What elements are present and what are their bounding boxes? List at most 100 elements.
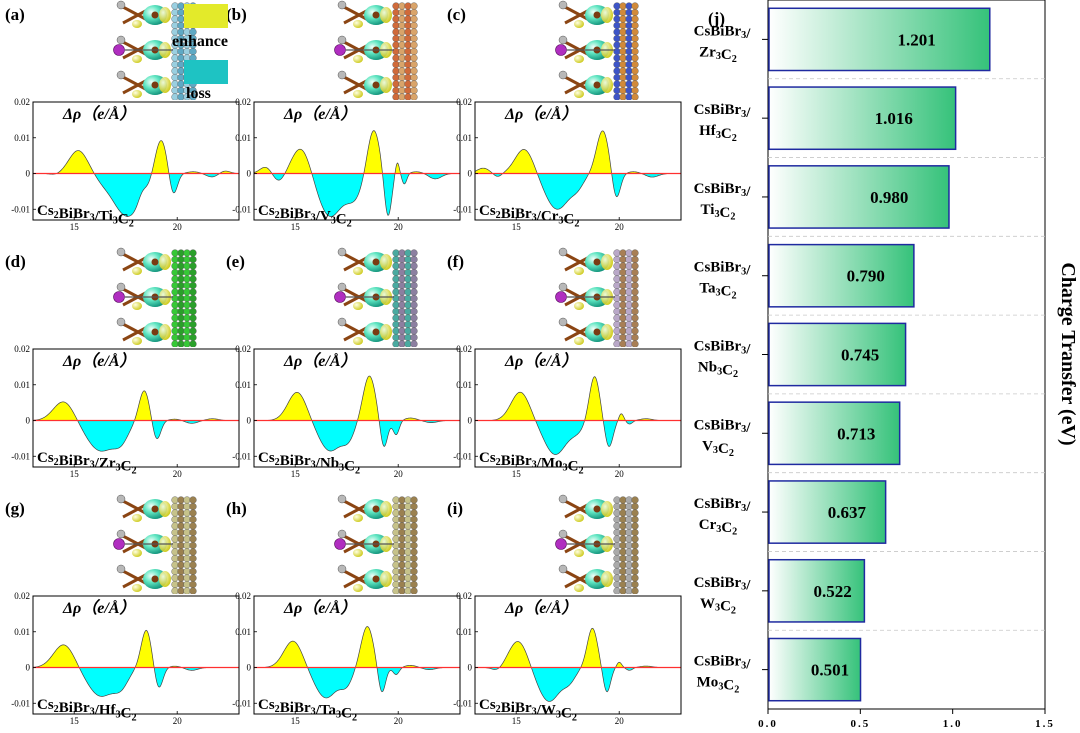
- charge-panel: (b) 0.02 0.01 0 -0.01 15 20 Δρ（e/Å） Cs2​BiBr3​/V…: [226, 0, 461, 232]
- panel-letter: (c): [447, 5, 466, 24]
- structure-image: [254, 247, 460, 347]
- bar-value-label: 0.713: [837, 424, 875, 443]
- x-tick-label: 15: [291, 222, 301, 232]
- charge-enhance-area: [33, 390, 239, 421]
- charge-loss-area: [311, 420, 460, 452]
- y-tick-label: -0.01: [11, 204, 30, 214]
- category-label-line2: Hf3​C2​: [699, 123, 737, 144]
- category-label-line1: CsBiBr3​/: [694, 339, 752, 358]
- charge-loss-area: [79, 667, 239, 697]
- structure-image: [475, 0, 681, 100]
- structure-image: [254, 494, 460, 594]
- plot-frame: [474, 348, 682, 468]
- y-tick-label: 0.01: [456, 380, 472, 390]
- x-tick-label: 20: [173, 222, 183, 232]
- y-tick-label: 0.01: [14, 627, 30, 637]
- x-tick-label: 20: [394, 222, 404, 232]
- y-tick-label: -0.01: [232, 698, 251, 708]
- bar-value-label: 1.201: [897, 30, 935, 49]
- structure-image: [254, 0, 460, 100]
- bar: [768, 637, 862, 702]
- structure-image: [475, 247, 681, 347]
- category-label-line2: V3​C2​: [702, 438, 734, 459]
- y-tick-label: -0.01: [232, 451, 251, 461]
- bar-value-label: 0.980: [870, 188, 908, 207]
- value-axis-label: Charge Transfer (eV): [1057, 262, 1079, 445]
- panel-letter: (g): [5, 499, 25, 518]
- bar: [768, 480, 887, 544]
- category-label-line1: CsBiBr3​/: [694, 575, 752, 594]
- plot-frame: [474, 595, 682, 715]
- charge-loss-area: [307, 667, 460, 698]
- system-formula: Cs2​BiBr3​/Ta3​C2​: [258, 697, 357, 723]
- structure-image: [33, 247, 239, 347]
- bar-value-label: 0.790: [847, 267, 885, 286]
- charge-enhance-area: [33, 630, 239, 668]
- charge-curve: [474, 130, 681, 210]
- charge-panel: (c) 0.02 0.01 0 -0.01 15 20 Δρ（e/Å） Cs2​BiBr3​/C…: [447, 0, 682, 232]
- charge-panel: (f) 0.02 0.01 0 -0.01 15 20 Δρ（e/Å） Cs2​BiBr3​/M…: [447, 247, 682, 479]
- y-tick-label: -0.01: [453, 204, 472, 214]
- x-tick-label: 15: [70, 222, 80, 232]
- panel-letter: (j): [708, 9, 725, 28]
- system-formula: Cs2​BiBr3​/Hf3​C2​: [37, 697, 137, 723]
- bar: [768, 86, 957, 151]
- charge-panel: (i) 0.02 0.01 0 -0.01 15 20 Δρ（e/Å） Cs2​BiBr3​/W…: [447, 494, 682, 726]
- charge-panel: (d) 0.02 0.01 0 -0.01 15 20 Δρ（e/Å） Cs2​BiBr3​/Z…: [5, 247, 240, 479]
- y-tick-label: -0.01: [453, 451, 472, 461]
- y-tick-label: 0: [468, 663, 473, 673]
- bar: [768, 7, 991, 72]
- y-tick-label: 0.02: [456, 344, 472, 354]
- y-tick-label: 0: [247, 663, 252, 673]
- y-tick-label: 0.01: [14, 380, 30, 390]
- x-tick-label: 15: [512, 716, 522, 726]
- panel-letter: (f): [447, 252, 464, 271]
- y-tick-label: 0.01: [14, 133, 30, 143]
- category-label-line2: Mo3​C2​: [697, 675, 740, 696]
- system-formula: Cs2​BiBr3​/Cr3​C2​: [479, 203, 579, 229]
- bar: [768, 243, 915, 308]
- category-label-line1: CsBiBr3​/: [694, 496, 752, 515]
- x-tick-label: 15: [70, 469, 80, 479]
- charge-enhance-area: [254, 626, 460, 668]
- category-label-line1: CsBiBr3​/: [694, 23, 752, 42]
- bar: [768, 322, 907, 387]
- plot-frame: [253, 595, 461, 715]
- bar-value-label: 0.637: [828, 503, 867, 522]
- bar-value-label: 0.522: [813, 582, 851, 601]
- charge-curve: [475, 627, 681, 702]
- y-tick-label: 0.01: [235, 133, 251, 143]
- charge-panel: (e) 0.02 0.01 0 -0.01 15 20 Δρ（e/Å） Cs2​BiBr3​/N…: [226, 247, 461, 479]
- x-tick-label: 1.0: [943, 718, 963, 730]
- charge-enhance-area: [254, 130, 460, 174]
- plot-frame: [32, 595, 240, 715]
- y-axis-label: Δρ（e/Å）: [283, 104, 357, 123]
- panel-letter: (e): [226, 252, 245, 271]
- category-label-line2: Zr3​C2​: [699, 44, 737, 65]
- charge-loss-area: [492, 173, 681, 210]
- system-formula: Cs2​BiBr3​/W3​C2​: [479, 697, 577, 723]
- charge-curve: [475, 376, 681, 455]
- y-tick-label: 0: [247, 169, 252, 179]
- y-tick-label: 0: [468, 416, 473, 426]
- x-tick-label: 20: [173, 716, 183, 726]
- category-label-line1: CsBiBr3​/: [694, 181, 752, 200]
- charge-enhance-area: [475, 628, 681, 668]
- system-formula: Cs2​BiBr3​/Nb3​C2​: [258, 450, 360, 476]
- structure-image: [33, 494, 239, 594]
- y-tick-label: 0.01: [235, 627, 251, 637]
- bar: [768, 558, 866, 623]
- charge-curve: [253, 130, 460, 217]
- charge-loss-area: [77, 420, 239, 452]
- y-tick-label: 0: [26, 663, 31, 673]
- plot-frame: [253, 101, 461, 221]
- y-tick-label: 0.02: [235, 97, 251, 107]
- y-tick-label: 0.02: [235, 591, 251, 601]
- panel-letter: (a): [5, 5, 25, 24]
- y-tick-label: 0.02: [14, 591, 30, 601]
- bar-value-label: 0.745: [841, 346, 879, 365]
- charge-curve: [254, 626, 460, 699]
- x-tick-label: 15: [70, 716, 80, 726]
- charge-density-panels: (a) 0.02 0.01 0 -0.01 15 20 Δρ（e/Å） Cs2​BiBr3​/T…: [5, 0, 682, 726]
